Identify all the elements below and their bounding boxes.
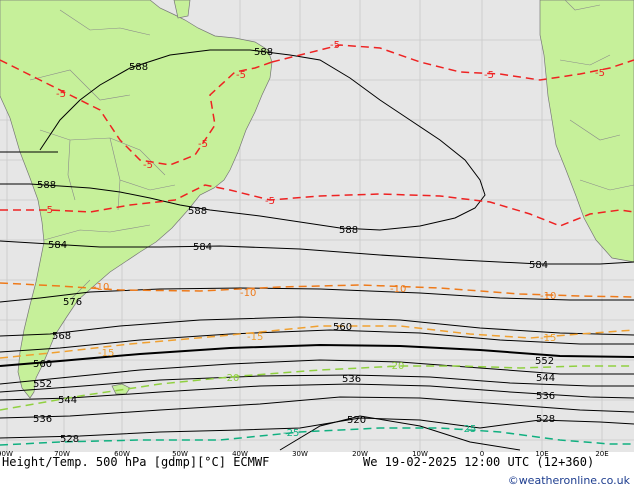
temp-label: -5	[595, 68, 605, 79]
height-label: 552	[535, 356, 554, 367]
lon-label: 20W	[352, 450, 368, 458]
temp-label: -10	[540, 291, 556, 302]
isotherm-minus15	[0, 325, 634, 359]
temp-label: -15	[98, 348, 114, 359]
lon-label: 10E	[535, 450, 549, 458]
height-label: 576	[63, 297, 82, 308]
isotherm-minus5-south	[0, 184, 634, 227]
contour-536	[0, 396, 634, 419]
height-label: 528	[536, 414, 555, 425]
valid-time: We 19-02-2025 12:00 UTC (12+360)	[363, 455, 595, 469]
height-label: 588	[254, 47, 273, 58]
height-label: 568	[52, 331, 71, 342]
contour-544	[0, 383, 634, 401]
lon-label: 0	[479, 450, 485, 458]
lon-label: 90W	[0, 450, 13, 458]
contour-588-ridge	[0, 49, 486, 231]
height-label: 588	[188, 206, 207, 217]
footer	[0, 452, 634, 490]
temp-label: -10	[93, 282, 109, 293]
south-america-land	[0, 0, 273, 399]
lon-label: 30W	[292, 450, 308, 458]
isotherm-minus10	[0, 282, 634, 298]
temp-label: -10	[390, 284, 406, 295]
temp-label: -5	[143, 160, 153, 171]
height-label: 560	[33, 359, 52, 370]
temp-label: -5	[236, 70, 246, 81]
contour-584	[0, 240, 634, 265]
temp-label: -5	[484, 70, 494, 81]
contour-552	[0, 359, 634, 385]
lon-label: 10W	[412, 450, 428, 458]
temp-label: -25	[460, 424, 476, 435]
height-label: 588	[339, 225, 358, 236]
contour-528	[0, 417, 634, 439]
temp-label: -25	[283, 428, 299, 439]
longitude-labels: 90W 70W 60W 50W 40W 30W 20W 10W 0 10E 20…	[0, 450, 634, 460]
temp-label: -5	[330, 40, 340, 51]
lon-label: 60W	[114, 450, 130, 458]
temp-label: -15	[247, 332, 263, 343]
lon-label: 50W	[172, 450, 188, 458]
height-contours	[0, 49, 634, 451]
height-label: 536	[33, 414, 52, 425]
height-label: 588	[129, 62, 148, 73]
height-label: 536	[342, 374, 361, 385]
height-label: 588	[37, 180, 56, 191]
falkland-islands	[111, 383, 131, 395]
temperature-contours	[0, 44, 634, 446]
contour-564	[0, 329, 634, 353]
isotherm-minus5-north	[271, 44, 634, 81]
isotherm-minus5-land	[0, 59, 273, 166]
country-borders	[29, 0, 634, 301]
contour-548	[0, 374, 634, 393]
height-labels: 588 588 588 588 588 584 584 584 576 568 …	[33, 47, 555, 445]
isotherm-minus20	[0, 365, 634, 411]
height-label: 584	[529, 260, 548, 271]
height-label: 544	[536, 373, 555, 384]
temperature-labels: -5 -5 -5 -5 -5 -5 -5 -5 -5 -10 -10 -10 -…	[43, 40, 605, 439]
contour-560	[0, 343, 634, 367]
map-title: Height/Temp. 500 hPa [gdmp][°C] ECMWF	[2, 455, 270, 469]
contour-520	[279, 415, 521, 451]
temp-label: -5	[198, 139, 208, 150]
temp-label: -20	[388, 361, 404, 372]
height-label: 544	[58, 395, 77, 406]
lon-label: 70W	[54, 450, 70, 458]
contour-568	[0, 316, 634, 337]
height-label: 584	[48, 240, 67, 251]
temp-label: -20	[223, 373, 239, 384]
height-label: 552	[33, 379, 52, 390]
contour-576	[0, 287, 634, 303]
height-label: 560	[333, 322, 352, 333]
height-label: 528	[60, 434, 79, 445]
island-small	[173, 0, 191, 19]
lon-label: 40W	[232, 450, 248, 458]
temp-label: -10	[240, 288, 256, 299]
temp-label: -5	[43, 205, 53, 216]
isotherm-minus25	[0, 427, 634, 446]
height-label: 584	[193, 242, 212, 253]
temp-label: -5	[265, 196, 275, 207]
lon-label: 20E	[595, 450, 609, 458]
temp-label: -5	[56, 89, 66, 100]
height-label: 536	[536, 391, 555, 402]
temp-label: -15	[540, 333, 556, 344]
credit-link[interactable]: ©weatheronline.co.uk	[507, 474, 630, 487]
height-label: 520	[347, 415, 366, 426]
